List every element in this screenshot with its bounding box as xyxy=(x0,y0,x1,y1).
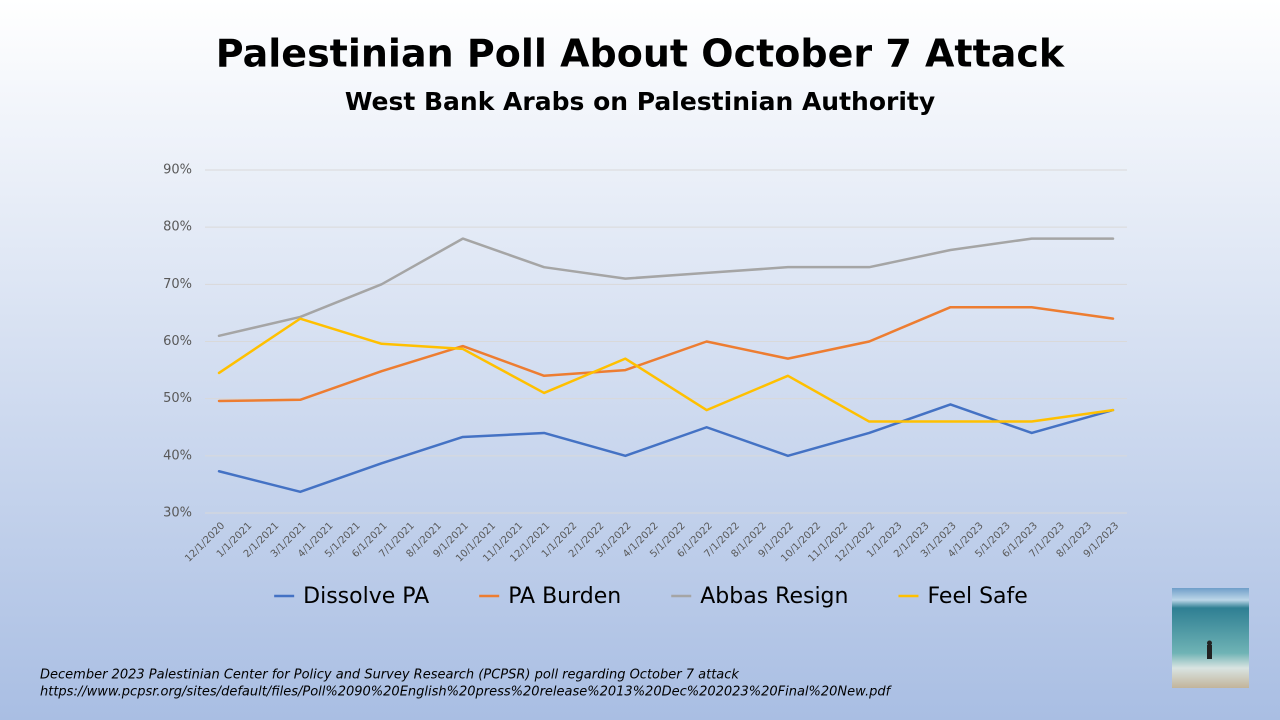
series-line xyxy=(217,305,1115,403)
y-tick-label: 70% xyxy=(163,277,192,292)
legend-label: PA Burden xyxy=(508,584,621,609)
legend-label: Abbas Resign xyxy=(700,584,848,609)
legend-label: Feel Safe xyxy=(927,584,1027,609)
chart-subtitle: West Bank Arabs on Palestinian Authority xyxy=(345,87,935,116)
y-tick-label: 90% xyxy=(163,163,192,178)
y-tick-label: 80% xyxy=(163,220,192,235)
chart-title: Palestinian Poll About October 7 Attack xyxy=(216,32,1065,76)
photo xyxy=(1172,588,1249,688)
y-tick-label: 40% xyxy=(163,448,192,463)
y-tick-label: 50% xyxy=(163,391,192,406)
footnote: https://www.pcpsr.org/sites/default/file… xyxy=(40,685,893,700)
y-tick-label: 30% xyxy=(163,506,192,521)
series-line xyxy=(217,237,1115,338)
series-line xyxy=(217,317,1115,423)
series-line xyxy=(217,403,1115,494)
footnote: December 2023 Palestinian Center for Pol… xyxy=(40,668,739,683)
legend-label: Dissolve PA xyxy=(303,584,429,609)
y-tick-label: 60% xyxy=(163,334,192,349)
